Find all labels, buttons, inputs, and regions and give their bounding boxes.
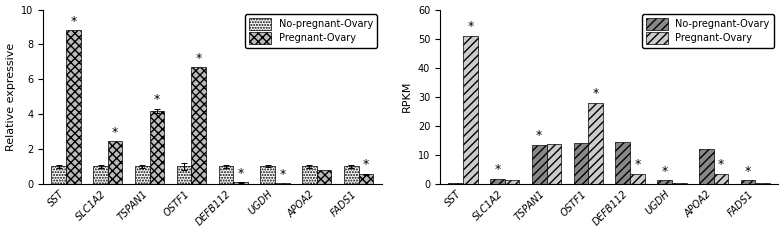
Bar <box>52 166 66 184</box>
Text: *: * <box>363 158 369 171</box>
Text: *: * <box>279 168 285 181</box>
Text: *: * <box>467 20 474 33</box>
Bar <box>713 174 728 184</box>
Text: *: * <box>195 52 201 65</box>
Legend: No-pregnant-Ovary, Pregnant-Ovary: No-pregnant-Ovary, Pregnant-Ovary <box>642 14 774 48</box>
Bar <box>741 180 756 184</box>
Bar <box>176 166 191 184</box>
Bar <box>317 170 332 184</box>
Bar <box>219 166 233 184</box>
Bar <box>302 166 317 184</box>
Bar <box>233 182 248 184</box>
Legend: No-pregnant-Ovary, Pregnant-Ovary: No-pregnant-Ovary, Pregnant-Ovary <box>245 14 376 48</box>
Bar <box>93 166 108 184</box>
Y-axis label: RPKM: RPKM <box>402 81 412 112</box>
Bar <box>135 166 150 184</box>
Bar <box>275 183 289 184</box>
Bar <box>657 180 672 184</box>
Text: *: * <box>745 165 751 178</box>
Bar <box>463 36 477 184</box>
Text: *: * <box>718 158 724 171</box>
Text: *: * <box>634 158 641 171</box>
Bar <box>588 103 603 184</box>
Text: *: * <box>536 129 543 142</box>
Bar <box>574 143 588 184</box>
Bar <box>344 166 358 184</box>
Bar <box>505 180 519 184</box>
Bar <box>358 174 373 184</box>
Bar <box>66 31 81 184</box>
Bar <box>756 183 770 184</box>
Bar <box>699 149 713 184</box>
Bar <box>108 141 122 184</box>
Text: *: * <box>112 126 118 139</box>
Bar <box>546 144 561 184</box>
Y-axis label: Relative expressive: Relative expressive <box>5 43 16 151</box>
Bar <box>191 67 206 184</box>
Bar <box>150 111 165 184</box>
Text: *: * <box>662 165 668 178</box>
Bar <box>260 166 275 184</box>
Text: *: * <box>495 163 500 176</box>
Bar <box>615 142 630 184</box>
Text: *: * <box>71 15 77 28</box>
Bar <box>532 145 546 184</box>
Bar <box>448 183 463 184</box>
Text: *: * <box>238 167 244 180</box>
Text: *: * <box>593 87 599 100</box>
Bar <box>672 183 687 184</box>
Bar <box>490 179 505 184</box>
Text: *: * <box>154 93 160 106</box>
Bar <box>630 174 644 184</box>
